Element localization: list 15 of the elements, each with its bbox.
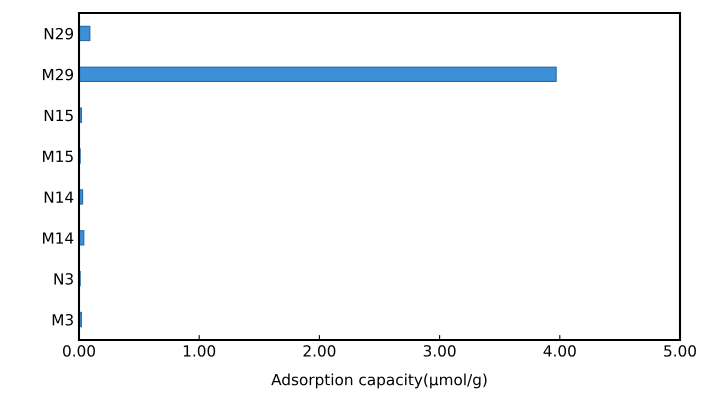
y-tick-label: M29 [43,68,74,80]
x-tick-label: 2.00 [304,345,336,357]
x-tick-label: 4.00 [544,345,576,357]
x-tick-label: 3.00 [424,345,456,357]
x-tick-label: 5.00 [664,345,696,357]
y-tick-label: M14 [43,232,74,244]
y-tick-label: M15 [43,150,73,162]
y-tick-label: N29 [44,28,74,40]
y-tick-label: N14 [44,192,74,203]
y-tick-label: M3 [52,314,73,326]
x-tick-label: 0.00 [63,345,95,357]
x-tick-label: 1.00 [184,345,216,357]
y-tick-label: N3 [54,273,73,285]
x-axis-title: Adsorption capacity(μmol/g) [271,374,487,388]
y-tick-label: N15 [44,110,73,122]
